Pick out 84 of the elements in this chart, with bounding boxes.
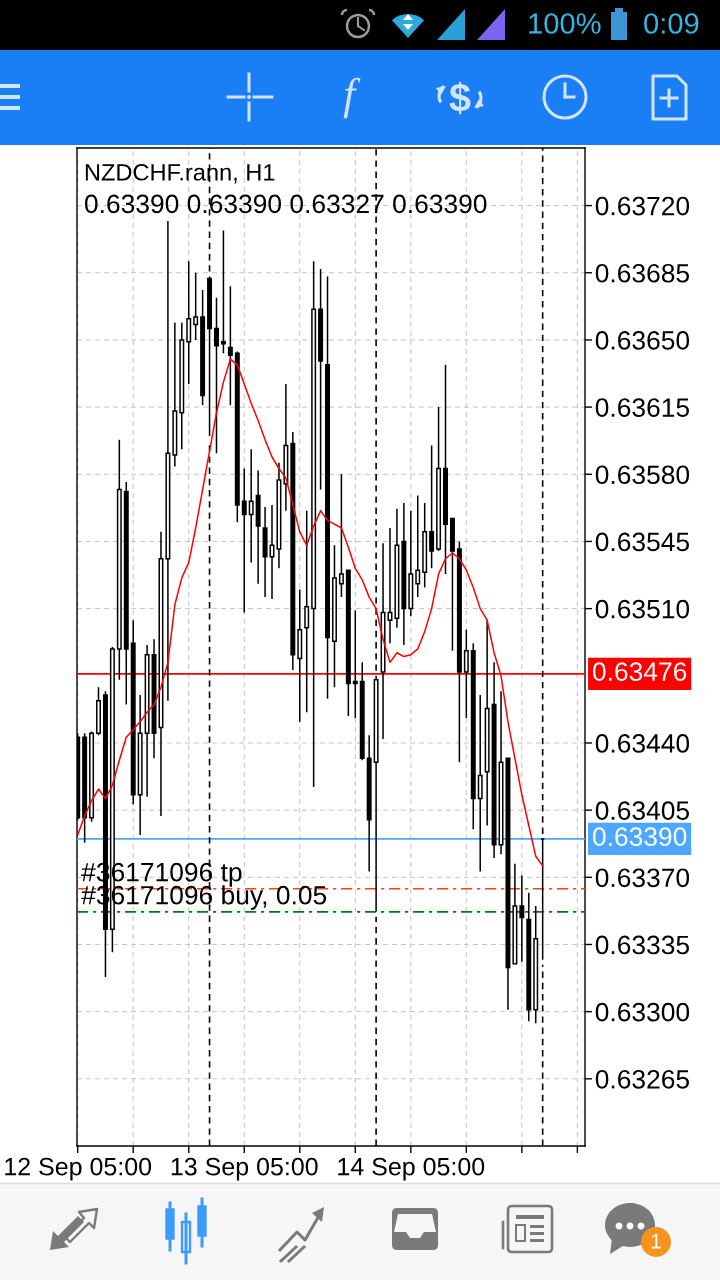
- ref-line-label: 0.63390: [592, 827, 687, 847]
- x-tick-label: 12 Sep 05:00: [5, 1157, 152, 1181]
- candlestick: [172, 321, 178, 468]
- candlestick: [477, 694, 483, 873]
- candlestick: [533, 905, 539, 1024]
- candlestick: [234, 350, 240, 523]
- candlestick: [540, 838, 546, 961]
- y-tick-label: 0.63545: [595, 532, 689, 552]
- text: NZDCHF.rann, H1: [85, 163, 275, 184]
- candlestick: [241, 467, 247, 614]
- y-tick-label: 0.63650: [595, 331, 690, 350]
- candlestick: [401, 502, 407, 646]
- candlestick: [519, 874, 525, 963]
- candlestick: [123, 481, 129, 706]
- candlestick: [283, 383, 289, 512]
- candlestick: [422, 502, 428, 589]
- candlestick: [200, 289, 206, 406]
- candlestick: [331, 544, 337, 689]
- y-tick-label: 0.63685: [595, 263, 689, 283]
- candlestick: [415, 494, 421, 598]
- y-tick-label: 0.63370: [595, 868, 690, 888]
- x-tick-label: 13 Sep 05:00: [171, 1157, 318, 1181]
- candlestick: [220, 229, 226, 355]
- candlestick: [373, 675, 379, 913]
- candlestick: [290, 431, 296, 671]
- candlestick: [387, 527, 393, 644]
- ref-line-label: 0.63476: [592, 662, 687, 681]
- y-tick-label: 0.63615: [595, 398, 689, 417]
- candlestick: [436, 406, 442, 552]
- text: 1: [651, 1234, 661, 1249]
- candlestick: [89, 730, 95, 823]
- candlestick: [255, 469, 261, 585]
- candlestick: [394, 508, 400, 629]
- candlestick: [338, 473, 344, 598]
- candlestick: [359, 661, 365, 761]
- y-tick-label: 0.63405: [595, 801, 689, 820]
- text: 100%: [529, 13, 601, 34]
- candlestick: [82, 732, 88, 844]
- candlestick: [269, 504, 275, 600]
- candlestick: [408, 509, 414, 618]
- candlestick: [276, 462, 282, 570]
- candlestick: [366, 734, 372, 873]
- y-tick-label: 0.63440: [595, 734, 690, 753]
- text: 0.63390 0.63390 0.63327 0.63390: [84, 194, 487, 214]
- candlestick: [345, 569, 351, 717]
- candlestick: [227, 285, 233, 406]
- y-tick-label: 0.63580: [595, 465, 690, 485]
- candlestick: [491, 661, 497, 859]
- candlestick: [463, 628, 469, 719]
- candlestick: [262, 506, 268, 598]
- candlestick: [116, 438, 122, 681]
- candlestick: [214, 296, 219, 454]
- candlestick: [325, 275, 331, 700]
- candlestick: [165, 220, 171, 702]
- candlestick: [297, 588, 303, 723]
- candlestick: [526, 891, 532, 1022]
- y-tick-label: 0.63510: [595, 599, 690, 619]
- candlestick: [380, 542, 386, 740]
- candlestick: [179, 321, 185, 451]
- candlestick: [130, 619, 136, 806]
- candlestick: [470, 642, 476, 831]
- candlestick: [512, 863, 518, 965]
- y-tick-label: 0.63300: [595, 1002, 690, 1022]
- candlestick: [484, 619, 490, 827]
- candlestick: [443, 364, 448, 575]
- candlestick: [186, 260, 192, 385]
- candlestick: [456, 540, 462, 763]
- candlestick: [96, 686, 101, 737]
- candlestick: [193, 272, 199, 341]
- candlestick: [207, 275, 213, 437]
- y-tick-label: 0.63265: [595, 1069, 689, 1089]
- candlestick: [248, 448, 254, 564]
- candlestick: [137, 694, 143, 836]
- candlestick: [144, 644, 150, 798]
- y-tick-label: 0.63335: [595, 935, 689, 955]
- candlestick: [304, 509, 310, 713]
- candlestick: [429, 444, 435, 570]
- candlestick: [311, 260, 317, 788]
- candlestick: [352, 609, 358, 719]
- candlestick: [449, 517, 455, 652]
- text: 0:09: [644, 13, 699, 34]
- y-tick-label: 0.63720: [595, 196, 690, 216]
- x-tick-label: 14 Sep 05:00: [338, 1157, 485, 1181]
- candlestick: [318, 268, 324, 491]
